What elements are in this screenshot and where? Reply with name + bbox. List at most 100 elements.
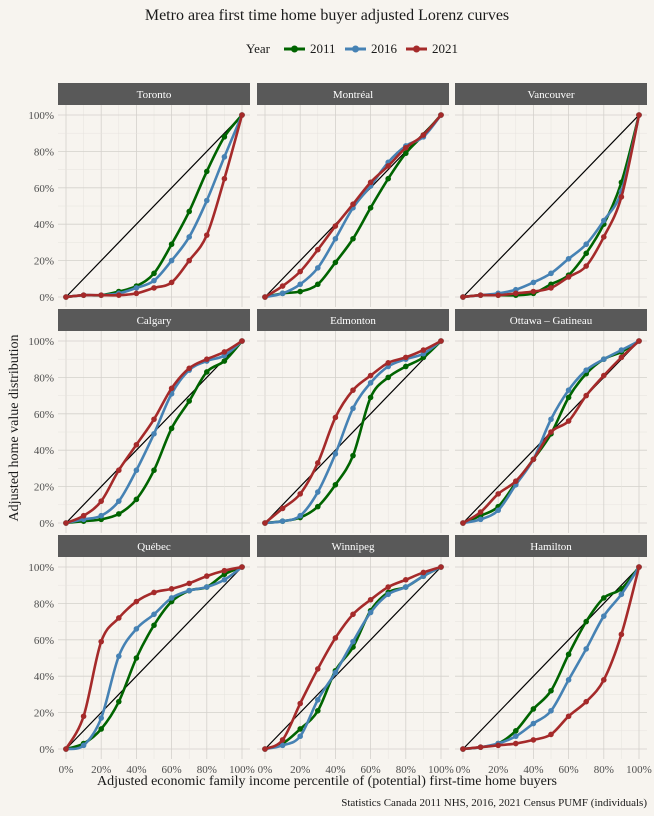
data-point-2021 — [239, 112, 245, 118]
panel-vancouver: Vancouver — [455, 83, 647, 307]
data-point-2016 — [403, 584, 409, 590]
data-point-2011 — [530, 706, 537, 712]
data-point-2021 — [367, 179, 374, 186]
strip-vancouver — [455, 83, 647, 105]
legend: Year 2011 2016 2021 — [246, 41, 458, 56]
data-point-2016 — [618, 347, 625, 353]
data-point-2021 — [133, 290, 140, 297]
data-point-2011 — [350, 235, 356, 242]
grid-winnipeg — [257, 557, 449, 759]
data-point-2016 — [583, 646, 589, 652]
data-point-2016 — [601, 217, 607, 224]
x-tick-label: 80% — [197, 764, 217, 776]
data-point-2021 — [438, 112, 444, 118]
data-point-2016 — [332, 235, 339, 242]
data-point-2021 — [297, 700, 304, 707]
data-point-2011 — [565, 394, 572, 401]
data-point-2021 — [601, 372, 607, 379]
data-point-2016 — [133, 467, 140, 474]
data-point-2011 — [385, 374, 392, 381]
data-point-2021 — [168, 586, 175, 592]
data-point-2021 — [618, 631, 625, 638]
x-tick-label: 20% — [290, 764, 310, 776]
data-point-2021 — [420, 347, 427, 353]
data-point-2021 — [204, 232, 210, 238]
data-point-2011 — [168, 425, 175, 432]
strip-label-vancouver: Vancouver — [527, 89, 574, 101]
data-point-2011 — [385, 175, 392, 182]
data-point-2021 — [151, 589, 157, 596]
x-tick-label: 40% — [126, 764, 146, 776]
data-point-2021 — [133, 598, 140, 605]
strip-winnipeg — [257, 535, 449, 557]
data-point-2011 — [332, 481, 339, 488]
data-point-2021 — [565, 713, 572, 720]
data-point-2021 — [350, 387, 356, 393]
data-point-2021 — [548, 731, 554, 738]
data-point-2021 — [601, 234, 607, 240]
data-point-2016 — [583, 241, 589, 248]
x-tick-label: 80% — [594, 764, 614, 776]
data-point-2016 — [151, 277, 157, 284]
data-point-2011 — [583, 618, 589, 625]
data-point-2016 — [548, 707, 554, 714]
data-point-2016 — [565, 387, 572, 393]
facet-panels: Toronto 0% 20% 40% 60% 80% 100% Montréal Vancouv… — [28, 83, 652, 776]
data-point-2021 — [262, 520, 268, 526]
data-point-2021 — [385, 163, 392, 169]
data-point-2011 — [151, 467, 157, 474]
data-point-2016 — [98, 512, 104, 519]
data-point-2016 — [98, 715, 104, 721]
data-point-2016 — [315, 265, 321, 271]
x-tick-label: 80% — [396, 764, 416, 776]
data-point-2021 — [332, 635, 339, 641]
data-point-2016 — [204, 197, 210, 204]
data-point-2021 — [565, 274, 572, 280]
x-tick-label: 60% — [162, 764, 182, 776]
data-point-2016 — [601, 356, 607, 363]
data-point-2011 — [367, 394, 374, 401]
data-point-2021 — [403, 576, 409, 583]
legend-dot-2021 — [413, 45, 420, 53]
data-point-2021 — [80, 713, 87, 720]
strip-label-calgary: Calgary — [137, 315, 172, 327]
data-point-2011 — [98, 726, 104, 732]
data-point-2011 — [601, 595, 607, 601]
data-point-2011 — [297, 288, 304, 295]
data-point-2016 — [297, 512, 304, 519]
x-tick-label: 100% — [428, 764, 454, 776]
data-point-2021 — [367, 372, 374, 379]
legend-label-2011: 2011 — [310, 41, 336, 56]
x-tick-label: 20% — [488, 764, 508, 776]
equality-line-vancouver — [462, 114, 640, 298]
x-tick-label: 20% — [91, 764, 111, 776]
data-point-2021 — [530, 456, 537, 463]
data-point-2011 — [151, 622, 157, 629]
data-point-2011 — [403, 363, 409, 370]
data-point-2016 — [548, 270, 554, 277]
legend-dot-2016 — [352, 45, 359, 53]
strip-label-ottawa-gatineau: Ottawa – Gatineau — [510, 315, 593, 327]
panel-winnipeg: Winnipeg 0% 20% 40% 60% 80% 100% — [257, 535, 454, 776]
equality-line-edmonton — [264, 340, 442, 524]
data-point-2011 — [116, 511, 122, 517]
data-point-2011 — [548, 687, 554, 694]
data-point-2021 — [513, 740, 519, 747]
data-point-2016 — [601, 613, 607, 619]
data-point-2016 — [221, 154, 228, 160]
data-point-2021 — [262, 294, 268, 300]
y-tick-label: 0% — [39, 292, 54, 304]
data-point-2011 — [116, 698, 122, 705]
data-point-2021 — [385, 584, 392, 590]
data-point-2021 — [204, 573, 210, 579]
data-point-2016 — [477, 516, 484, 523]
y-tick-label: 80% — [34, 146, 54, 158]
data-point-2021 — [618, 354, 625, 361]
y-tick-label: 60% — [34, 183, 54, 195]
data-point-2021 — [297, 491, 304, 497]
data-point-2016 — [618, 591, 625, 598]
data-point-2021 — [460, 520, 466, 526]
legend-item-2021: 2021 — [406, 41, 458, 56]
y-tick-label: 100% — [28, 562, 54, 574]
data-point-2021 — [530, 737, 537, 743]
